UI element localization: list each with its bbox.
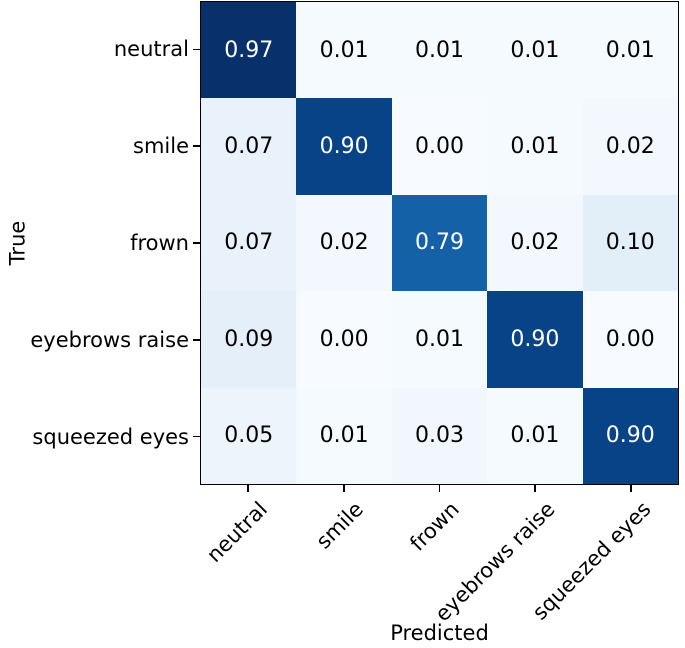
x-tick-mark	[247, 485, 249, 492]
matrix-cell: 0.79	[391, 194, 488, 292]
matrix-cell: 0.02	[582, 98, 678, 195]
cell-value: 0.03	[415, 423, 464, 449]
matrix-cell: 0.01	[487, 387, 583, 484]
y-tick-mark	[193, 338, 200, 341]
cell-value: 0.01	[319, 423, 369, 449]
cell-value: 0.09	[224, 326, 274, 352]
matrix-cell: 0.00	[296, 291, 392, 388]
cell-value: 0.02	[510, 230, 560, 256]
y-tick-label-squeezed-eyes: squeezed eyes	[32, 424, 189, 449]
matrix-cell: 0.01	[296, 2, 392, 99]
matrix-cell: 0.90	[487, 291, 583, 388]
matrix-cell: 0.90	[296, 98, 392, 195]
y-tick-label-smile: smile	[133, 134, 189, 159]
cell-value: 0.01	[510, 134, 560, 160]
x-tick-label-frown: frown	[404, 497, 464, 556]
y-tick-labels: neutral smile frown eyebrows raise squeezed …	[0, 1, 189, 485]
cell-value: 0.07	[224, 230, 274, 256]
matrix-cell: 0.90	[582, 387, 678, 484]
y-tick-mark	[193, 145, 200, 148]
y-tick-label-neutral: neutral	[113, 37, 189, 62]
cell-value: 0.07	[224, 134, 274, 160]
cell-value: 0.01	[510, 423, 560, 449]
cell-value: 0.01	[415, 37, 464, 63]
cell-value: 0.00	[319, 326, 369, 352]
x-tick-mark	[534, 485, 537, 492]
y-tick-mark	[193, 242, 200, 244]
y-tick-mark	[193, 48, 200, 51]
matrix-cell: 0.02	[487, 194, 583, 292]
matrix-cell: 0.00	[582, 291, 678, 388]
matrix-cell: 0.07	[201, 194, 297, 292]
cell-value: 0.79	[415, 230, 464, 256]
matrix-cell: 0.03	[391, 387, 488, 484]
plot-area: 0.97 0.01 0.01 0.01 0.01 0.07 0.90 0.00 0.01 0.02…	[200, 1, 679, 485]
cell-value: 0.01	[319, 37, 369, 63]
x-tick-mark	[342, 485, 345, 492]
matrix-cell: 0.00	[391, 98, 488, 195]
matrix-cell: 0.01	[296, 387, 392, 484]
x-tick-mark	[438, 485, 441, 492]
y-tick-label-frown: frown	[130, 231, 189, 255]
x-tick-mark	[630, 485, 632, 492]
cell-value: 0.00	[415, 134, 464, 160]
cell-value: 0.00	[605, 326, 655, 352]
matrix-cell: 0.07	[201, 98, 297, 195]
cell-value: 0.05	[224, 423, 274, 449]
y-tick-mark	[193, 435, 200, 438]
cell-value: 0.01	[415, 326, 464, 352]
matrix-cell: 0.02	[296, 194, 392, 292]
matrix-cell: 0.09	[201, 291, 297, 388]
matrix-cell: 0.01	[487, 98, 583, 195]
x-tick-label-neutral: neutral	[201, 497, 272, 568]
matrix-cell: 0.05	[201, 387, 297, 484]
cell-value: 0.97	[224, 37, 274, 63]
cell-value: 0.10	[605, 230, 655, 256]
cell-value: 0.01	[510, 37, 560, 63]
x-tick-label-smile: smile	[311, 497, 368, 554]
matrix-cell: 0.97	[201, 2, 297, 99]
matrix-cell: 0.01	[391, 2, 488, 99]
matrix-cell: 0.01	[487, 2, 583, 99]
cell-value: 0.90	[605, 423, 655, 449]
cell-value: 0.90	[510, 326, 560, 352]
matrix-cell: 0.01	[582, 2, 678, 99]
matrix-cell: 0.01	[391, 291, 488, 388]
cell-value: 0.02	[319, 230, 369, 256]
matrix-cell: 0.10	[582, 194, 678, 292]
cell-value: 0.02	[605, 134, 655, 160]
y-tick-label-eyebrows-raise: eyebrows raise	[30, 327, 189, 352]
cell-value: 0.01	[605, 37, 655, 63]
x-axis-title: Predicted	[390, 621, 489, 645]
cell-value: 0.90	[319, 134, 369, 160]
